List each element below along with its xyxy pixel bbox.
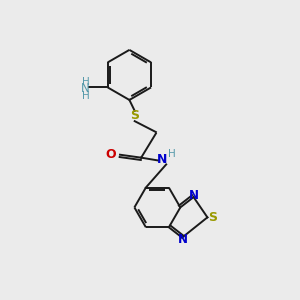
Text: H: H — [82, 77, 89, 87]
Text: N: N — [189, 189, 199, 202]
Text: S: S — [130, 109, 139, 122]
Text: N: N — [81, 82, 90, 95]
Text: O: O — [106, 148, 116, 161]
Text: N: N — [178, 232, 188, 246]
Text: H: H — [82, 91, 89, 101]
Text: N: N — [157, 153, 168, 166]
Text: H: H — [168, 149, 176, 159]
Text: S: S — [208, 211, 217, 224]
